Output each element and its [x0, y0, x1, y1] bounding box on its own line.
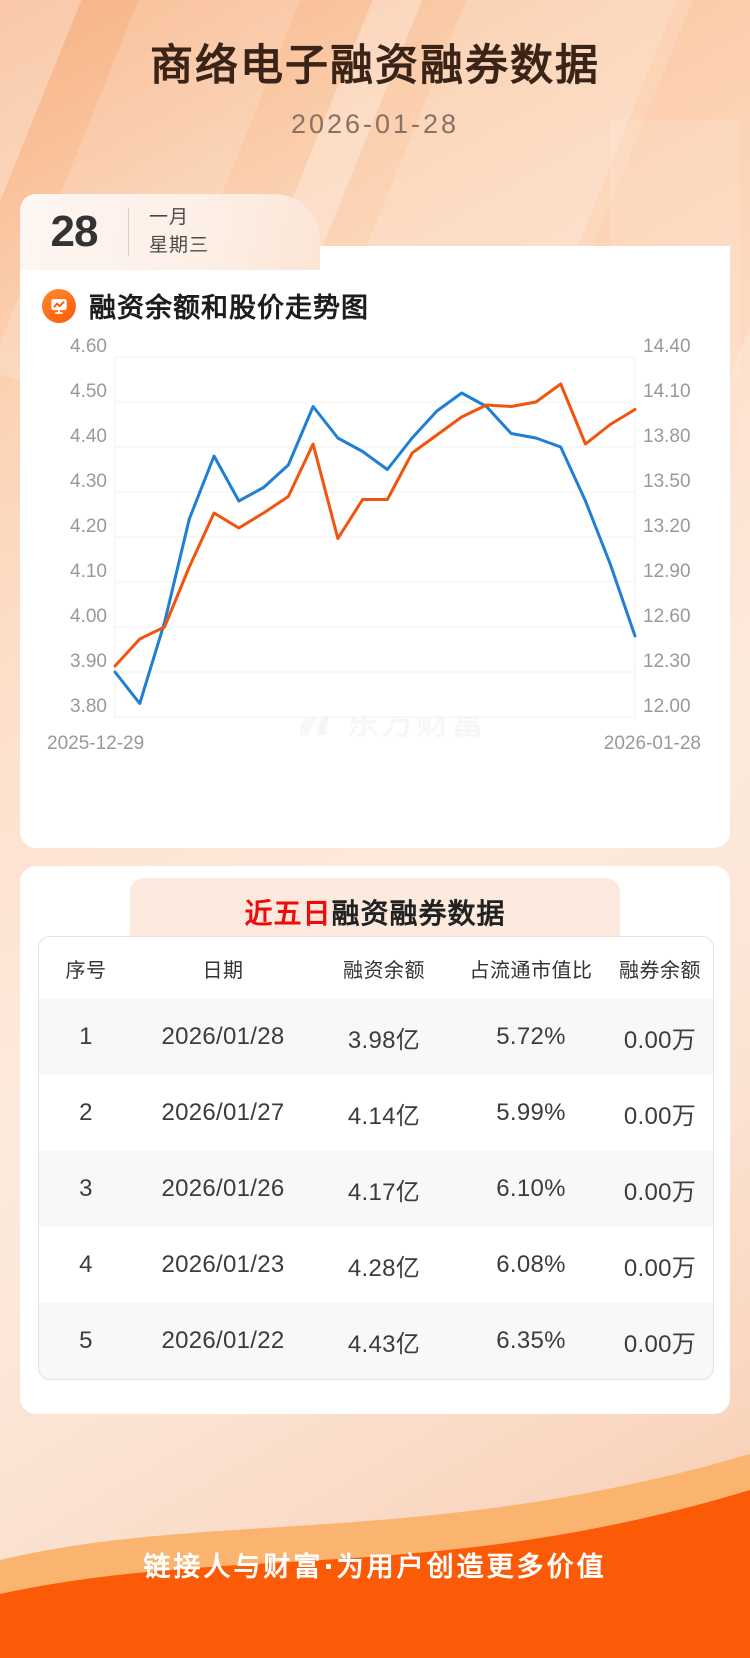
header-date: 2026-01-28 [290, 108, 460, 139]
svg-text:12.30: 12.30 [643, 651, 691, 672]
cell-margin: 4.14亿 [347, 1102, 421, 1130]
svg-text:12.00: 12.00 [643, 696, 691, 717]
svg-text:12.90: 12.90 [643, 561, 691, 582]
svg-text:14.40: 14.40 [643, 336, 691, 357]
cell-margin: 4.28亿 [347, 1254, 421, 1282]
cell-date: 2026/01/22 [161, 1327, 285, 1354]
table-row[interactable]: 2 2026/01/27 4.14亿 5.99% 0.00万 [39, 1075, 713, 1151]
table-banner-highlight: 近五日 [244, 897, 332, 930]
svg-text:4.30: 4.30 [70, 471, 107, 492]
svg-text:3.80: 3.80 [70, 696, 107, 717]
calendar-divider [128, 208, 129, 256]
svg-text:4.00: 4.00 [70, 606, 107, 627]
table-row[interactable]: 5 2026/01/22 4.43亿 6.35% 0.00万 [39, 1303, 713, 1379]
cell-date: 2026/01/23 [161, 1251, 285, 1278]
cell-short: 0.00万 [623, 1330, 697, 1358]
chart-area: 东方财富 4.60 14.40 4.50 14.10 4.40 13.80 4.30 13.5… [20, 325, 730, 795]
cell-pct: 5.99% [496, 1099, 566, 1126]
cell-index: 3 [79, 1175, 93, 1202]
cell-index: 5 [79, 1327, 93, 1354]
svg-text:12.60: 12.60 [643, 606, 691, 627]
svg-text:13.80: 13.80 [643, 426, 691, 447]
cell-date: 2026/01/26 [161, 1175, 285, 1202]
cell-date: 2026/01/27 [161, 1099, 285, 1126]
chart-monitor-icon [42, 288, 76, 323]
col-header-date: 日期 [202, 959, 244, 982]
chart-card: 融资余额和股价走势图 东方财富 4.60 14.40 4.50 14.10 4.40 13… [20, 246, 730, 1052]
cell-margin: 4.17亿 [347, 1178, 421, 1206]
svg-text:2025-12-29: 2025-12-29 [47, 733, 144, 754]
table-row[interactable]: 4 2026/01/23 4.28亿 6.08% 0.00万 [39, 1227, 713, 1303]
cell-index: 4 [79, 1251, 93, 1278]
cell-short: 0.00万 [623, 1102, 697, 1130]
col-header-index: 序号 [65, 959, 107, 982]
cell-short: 0.00万 [623, 1254, 697, 1282]
svg-text:4.40: 4.40 [70, 426, 107, 447]
svg-text:4.20: 4.20 [70, 516, 107, 537]
page-title: 商络电子融资融券数据 [150, 41, 600, 91]
trend-line-chart: 4.60 14.40 4.50 14.10 4.40 13.80 4.30 13.50 4.20… [47, 336, 701, 754]
cell-short: 0.00万 [623, 1178, 697, 1206]
svg-text:4.50: 4.50 [70, 381, 107, 402]
col-header-margin: 融资余额 [343, 959, 425, 982]
cell-pct: 6.08% [496, 1251, 566, 1278]
cell-margin: 4.43亿 [347, 1330, 421, 1358]
svg-text:4.60: 4.60 [70, 336, 107, 357]
cell-pct: 6.10% [496, 1175, 566, 1202]
table-row[interactable]: 3 2026/01/26 4.17亿 6.10% 0.00万 [39, 1151, 713, 1227]
cell-index: 1 [79, 1023, 93, 1050]
calendar-day: 28 [50, 207, 99, 256]
table-header-row: 序号 日期 融资余额 占流通市值比 融券余额 [39, 937, 713, 999]
calendar-detail: 一月 星期三 [129, 204, 209, 260]
data-table: 东方财富 序号 日期 融资余额 占流通市值比 融券余额 1 2026/01/28… [38, 936, 714, 1380]
cell-margin: 3.98亿 [347, 1026, 421, 1054]
chart-section-title: 融资余额和股价走势图 [89, 293, 369, 324]
svg-text:2026-01-28: 2026-01-28 [604, 733, 701, 754]
chart-section-header: 融资余额和股价走势图 [20, 246, 730, 325]
cell-index: 2 [79, 1099, 93, 1126]
calendar-month: 一月 [149, 206, 190, 228]
calendar-weekday: 星期三 [149, 235, 210, 256]
footer-wave [0, 1454, 750, 1658]
svg-text:3.90: 3.90 [70, 651, 107, 672]
table-row[interactable]: 1 2026/01/28 3.98亿 5.72% 0.00万 [39, 999, 713, 1075]
cell-pct: 6.35% [496, 1327, 566, 1354]
svg-text:14.10: 14.10 [643, 381, 691, 402]
col-header-short: 融券余额 [619, 959, 701, 982]
calendar-badge: 28 一月 星期三 [20, 194, 320, 270]
table-banner-title: 近五日融资融券数据 [244, 892, 505, 932]
cell-date: 2026/01/28 [161, 1023, 285, 1050]
cell-short: 0.00万 [623, 1026, 697, 1054]
header: 商络电子融资融券数据 2026-01-28 [0, 0, 750, 140]
table-card: 近五日融资融券数据 东方财富 序号 日期 融资余额 占流通市值比 融券余额 1 [20, 866, 730, 1414]
table-banner: 近五日融资融券数据 [130, 878, 620, 946]
cell-pct: 5.72% [496, 1023, 566, 1050]
footer-slogan: 链接人与财富·为用户创造更多价值 [143, 1552, 607, 1583]
svg-text:13.20: 13.20 [643, 516, 691, 537]
svg-text:4.10: 4.10 [70, 561, 107, 582]
svg-text:13.50: 13.50 [643, 471, 691, 492]
col-header-pct: 占流通市值比 [469, 959, 593, 982]
table-banner-rest: 融资融券数据 [331, 897, 506, 930]
